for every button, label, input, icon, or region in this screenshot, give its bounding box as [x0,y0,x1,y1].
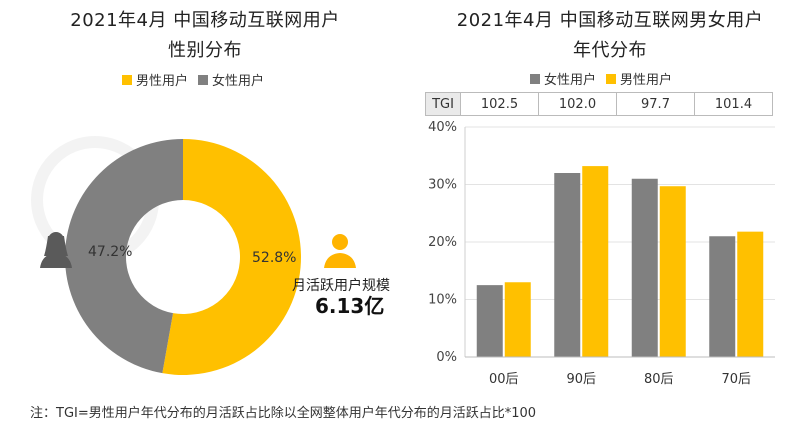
left-chart-legend: 男性用户 女性用户 [122,70,274,89]
legend-swatch-male-bar [606,73,617,84]
x-category-label: 90后 [566,372,596,387]
donut-label-female: 47.2% [88,244,132,260]
bar-female-2 [631,178,658,357]
footnote: 注：TGI=男性用户年代分布的月活跃占比除以全网整体用户年代分布的月活跃占比*1… [30,406,537,421]
legend-item-male-bar: 男性用户 [606,69,672,88]
legend-swatch-male [122,74,132,85]
y-tick-label: 20% [428,235,457,250]
legend-swatch-female-bar [530,73,540,84]
donut-chart [65,139,302,375]
right-chart-title-line2: 年代分布 [573,40,647,61]
donut-slice-female [65,139,183,374]
legend-item-female-bar: 女性用户 [530,69,596,88]
legend-label-female: 女性用户 [212,74,265,89]
legend-swatch-female [198,74,209,85]
bar-chart: 0% 10% 20% 30% 40% 00后 90后 80后 70后 [428,120,775,387]
y-tick-label: 30% [428,178,457,193]
donut-slice-male [162,139,302,375]
tgi-value-80: 97.7 [616,92,695,116]
left-chart-title-line1: 2021年4月 中国移动互联网用户 [70,10,340,31]
right-chart-title-line1: 2021年4月 中国移动互联网男女用户 [456,10,764,31]
bar-male-3 [737,231,764,357]
tgi-value-70: 101.4 [694,92,773,116]
mau-label: 月活跃用户规模 [292,278,390,294]
legend-item-female: 女性用户 [198,70,264,89]
legend-item-male: 男性用户 [122,70,188,89]
left-chart-title: 2021年4月 中国移动互联网用户 性别分布 [40,6,370,66]
bar-female-0 [476,285,503,357]
y-tick-label: 0% [436,350,457,365]
y-tick-label: 10% [428,293,457,308]
donut-label-male: 52.8% [252,250,296,266]
legend-label-male: 男性用户 [136,74,189,89]
right-chart-title: 2021年4月 中国移动互联网男女用户 年代分布 [440,6,780,66]
bar-male-1 [582,166,609,357]
bar-female-3 [709,236,736,357]
male-person-icon [324,234,356,268]
x-category-label: 00后 [489,372,519,387]
bar-female-1 [554,173,581,357]
mau-value: 6.13亿 [315,294,385,318]
left-chart-title-line2: 性别分布 [168,40,242,61]
bar-male-0 [504,282,531,357]
female-person-icon [40,232,72,268]
tgi-table: TGI 102.5 102.0 97.7 101.4 [425,92,773,116]
right-chart-legend: 女性用户 男性用户 [530,69,682,88]
bar-male-2 [659,186,686,357]
x-category-label: 80后 [644,372,674,387]
tgi-row: TGI 102.5 102.0 97.7 101.4 [425,92,773,116]
y-tick-label: 40% [428,120,457,135]
tgi-header: TGI [425,92,461,116]
legend-label-female-bar: 女性用户 [544,73,597,88]
legend-label-male-bar: 男性用户 [620,73,673,88]
x-category-label: 70后 [721,372,751,387]
